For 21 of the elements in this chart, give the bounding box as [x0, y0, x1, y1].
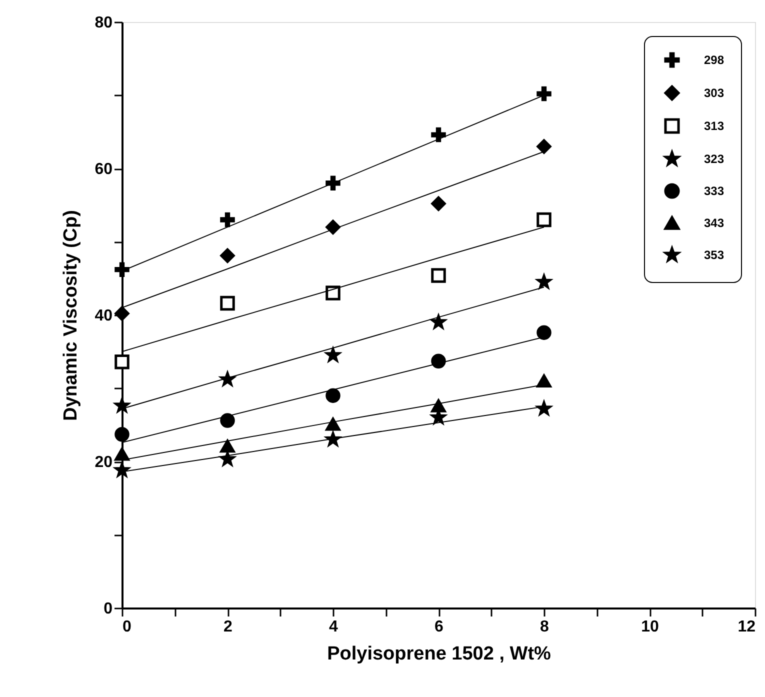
- x-tick-label: 6: [434, 618, 444, 636]
- y-tick-label: 40: [94, 308, 113, 324]
- y-tick-label: 80: [94, 14, 113, 32]
- x-axis-title: Polyisoprene 1502 , Wt%: [327, 644, 552, 664]
- legend-label: 313: [704, 119, 724, 133]
- legend-label: 343: [704, 216, 724, 230]
- x-tick-label: 10: [641, 618, 659, 636]
- legend-label: 298: [704, 53, 724, 67]
- legend-label: 333: [704, 184, 724, 198]
- x-tick-label: 2: [224, 618, 233, 636]
- x-tick-label: 12: [738, 618, 756, 636]
- legend-label: 303: [704, 86, 724, 100]
- x-tick-label: 0: [122, 618, 132, 636]
- y-tick-label: 60: [94, 161, 113, 178]
- x-tick-label: 8: [540, 618, 550, 636]
- legend-label: 353: [704, 248, 724, 262]
- y-axis-title: Dynamic Viscosity (Cp): [60, 210, 82, 421]
- legend-label: 323: [704, 152, 724, 166]
- x-tick-label: 4: [329, 618, 338, 636]
- y-tick-label: 20: [94, 454, 113, 471]
- y-tick-label: 0: [104, 600, 113, 618]
